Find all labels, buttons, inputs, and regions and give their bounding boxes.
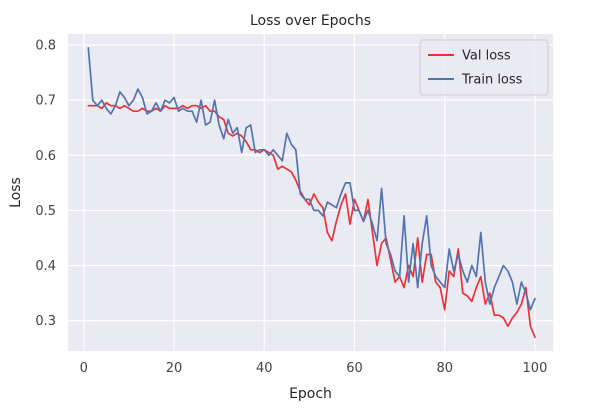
legend-box [419,39,549,96]
series-layer [87,46,536,339]
y-ticks: 0.3 0.4 0.5 0.6 0.7 0.8 [35,39,56,330]
y-tick-label: 0.3 [35,314,56,329]
x-tick-label: 60 [346,361,363,376]
legend-entry: Train loss [461,73,523,88]
series-line-val-loss [87,102,536,339]
y-tick-label: 0.4 [35,259,56,274]
chart-title: Loss over Epochs [250,13,371,29]
legend-entry: Val loss [462,49,511,64]
y-axis-label: Loss [8,177,24,208]
grid [68,34,553,351]
x-tick-label: 40 [256,361,273,376]
x-ticks: 0 20 40 60 80 100 [80,361,548,376]
y-tick-label: 0.7 [35,94,56,109]
x-tick-label: 100 [523,361,548,376]
x-axis-label: Epoch [289,386,332,402]
x-tick-label: 20 [166,361,183,376]
y-tick-label: 0.5 [35,204,56,219]
y-tick-label: 0.6 [35,149,56,164]
legend: Val loss Train loss [419,39,549,96]
y-tick-label: 0.8 [35,39,56,54]
series-line-train-loss [87,46,536,311]
x-tick-label: 0 [80,361,88,376]
x-tick-label: 80 [436,361,453,376]
